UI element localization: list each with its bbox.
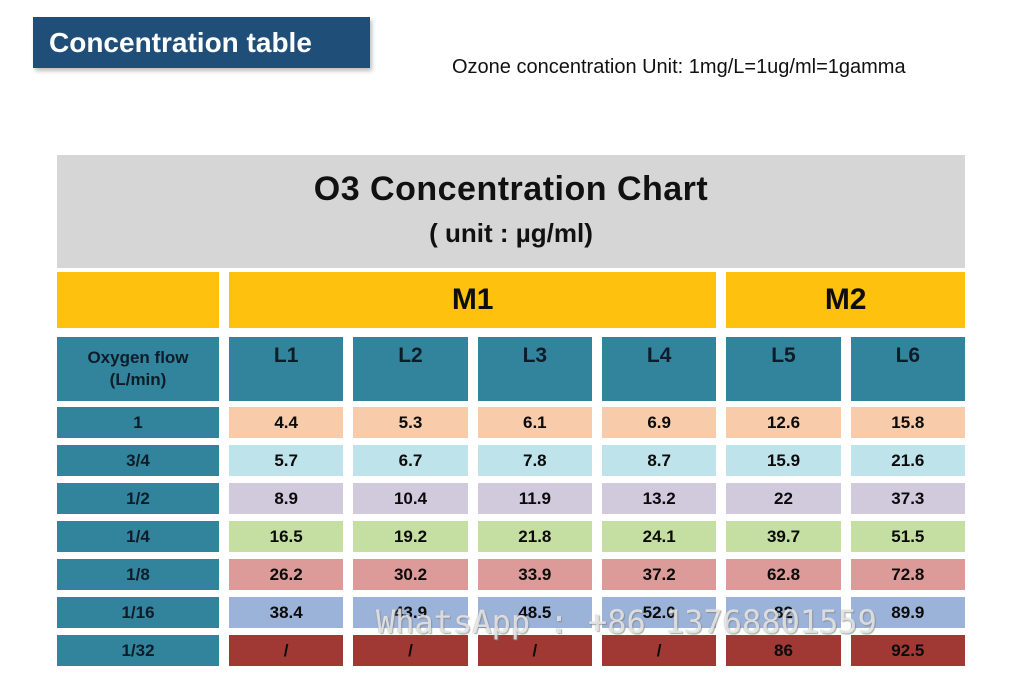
value-cell: 5.3 — [353, 407, 468, 438]
value-cell: 7.8 — [477, 445, 592, 476]
value-cell: 37.3 — [850, 483, 965, 514]
value-cell: 26.2 — [229, 559, 344, 590]
value-cell: 37.2 — [602, 559, 717, 590]
column-header-l4: L4 — [602, 337, 717, 401]
value-cell: 92.5 — [850, 635, 965, 666]
row-label: 3/4 — [57, 445, 219, 476]
flow-header-line2: (L/min) — [109, 370, 167, 389]
value-cell: / — [229, 635, 344, 666]
value-cell: 72.8 — [850, 559, 965, 590]
table-body: 1 4.4 5.3 6.1 6.9 12.6 15.8 3/4 5.7 6.7 7.8 8.7 15.9… — [57, 407, 965, 666]
row-label: 1/4 — [57, 521, 219, 552]
column-header-l6: L6 — [850, 337, 965, 401]
row-label: 1/32 — [57, 635, 219, 666]
row-label: 1/2 — [57, 483, 219, 514]
value-cell: 8.7 — [602, 445, 717, 476]
value-cell: 52.0 — [602, 597, 717, 628]
value-cell: / — [602, 635, 717, 666]
value-cell: 86 — [726, 635, 841, 666]
group-header-spacer — [57, 272, 219, 328]
column-header-l1: L1 — [229, 337, 344, 401]
table-row: 1/32 / / / / 86 92.5 — [57, 635, 965, 666]
value-cell: 5.7 — [229, 445, 344, 476]
value-cell: 6.9 — [602, 407, 717, 438]
table-title-block: O3 Concentration Chart ( unit : µg/ml) — [57, 155, 965, 268]
table-row: 3/4 5.7 6.7 7.8 8.7 15.9 21.6 — [57, 445, 965, 476]
value-cell: 51.5 — [850, 521, 965, 552]
table-row: 1/4 16.5 19.2 21.8 24.1 39.7 51.5 — [57, 521, 965, 552]
value-cell: 48.5 — [477, 597, 592, 628]
table-row: 1/2 8.9 10.4 11.9 13.2 22 37.3 — [57, 483, 965, 514]
value-cell: / — [477, 635, 592, 666]
row-label: 1/8 — [57, 559, 219, 590]
concentration-table: O3 Concentration Chart ( unit : µg/ml) M… — [57, 155, 965, 666]
value-cell: 4.4 — [229, 407, 344, 438]
value-cell: / — [353, 635, 468, 666]
value-cell: 16.5 — [229, 521, 344, 552]
value-cell: 62.8 — [726, 559, 841, 590]
row-label: 1 — [57, 407, 219, 438]
value-cell: 39.7 — [726, 521, 841, 552]
value-cell: 6.1 — [477, 407, 592, 438]
ozone-unit-note: Ozone concentration Unit: 1mg/L=1ug/ml=1… — [452, 56, 906, 78]
value-cell: 15.8 — [850, 407, 965, 438]
value-cell: 6.7 — [353, 445, 468, 476]
value-cell: 89.9 — [850, 597, 965, 628]
value-cell: 21.8 — [477, 521, 592, 552]
group-header-m2: M2 — [726, 272, 965, 328]
page-title-badge: Concentration table — [33, 17, 370, 68]
group-header-row: M1 M2 — [57, 272, 965, 328]
value-cell: 43.9 — [353, 597, 468, 628]
value-cell: 12.6 — [726, 407, 841, 438]
column-header-l2: L2 — [353, 337, 468, 401]
flow-header-line1: Oxygen flow — [87, 348, 189, 367]
group-header-m1: M1 — [229, 272, 717, 328]
value-cell: 21.6 — [850, 445, 965, 476]
value-cell: 24.1 — [602, 521, 717, 552]
value-cell: 38.4 — [229, 597, 344, 628]
table-unit-label: ( unit : µg/ml) — [429, 218, 593, 248]
column-header-row: Oxygen flow (L/min) L1 L2 L3 L4 L5 L6 — [57, 337, 965, 401]
value-cell: 82 — [726, 597, 841, 628]
value-cell: 10.4 — [353, 483, 468, 514]
row-label: 1/16 — [57, 597, 219, 628]
value-cell: 11.9 — [477, 483, 592, 514]
value-cell: 30.2 — [353, 559, 468, 590]
value-cell: 19.2 — [353, 521, 468, 552]
value-cell: 15.9 — [726, 445, 841, 476]
value-cell: 33.9 — [477, 559, 592, 590]
column-header-oxygen-flow: Oxygen flow (L/min) — [57, 337, 219, 401]
table-row: 1/16 38.4 43.9 48.5 52.0 82 89.9 — [57, 597, 965, 628]
value-cell: 8.9 — [229, 483, 344, 514]
value-cell: 22 — [726, 483, 841, 514]
table-title: O3 Concentration Chart — [313, 170, 709, 208]
table-row: 1/8 26.2 30.2 33.9 37.2 62.8 72.8 — [57, 559, 965, 590]
column-header-l3: L3 — [477, 337, 592, 401]
table-row: 1 4.4 5.3 6.1 6.9 12.6 15.8 — [57, 407, 965, 438]
column-header-l5: L5 — [726, 337, 841, 401]
value-cell: 13.2 — [602, 483, 717, 514]
